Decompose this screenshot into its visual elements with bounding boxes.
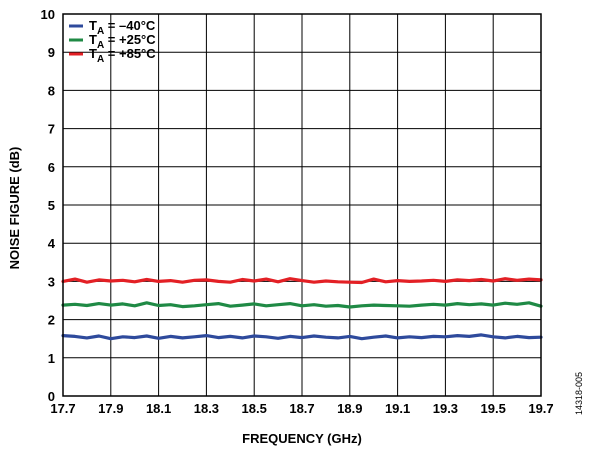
- legend: TA = –40°CTA = +25°CTA = +85°C: [69, 18, 156, 65]
- y-axis-label: NOISE FIGURE (dB): [7, 147, 22, 270]
- x-tick-label: 18.7: [289, 401, 314, 416]
- x-tick-labels: 17.7 17.9 18.1 18.3 18.5 18.7 18.9 19.1 19.3 19.5…: [50, 401, 553, 416]
- x-tick-label: 19.7: [528, 401, 553, 416]
- series-line: [61, 333, 543, 341]
- y-tick-label: 0: [48, 389, 55, 404]
- legend-entry: TA = –40°C: [89, 18, 156, 37]
- series-layer: [61, 277, 543, 341]
- y-tick-label: 7: [48, 122, 55, 137]
- x-tick-label: 17.7: [50, 401, 75, 416]
- y-tick-label: 6: [48, 160, 55, 175]
- y-tick-label: 3: [48, 274, 55, 289]
- y-tick-label: 9: [48, 45, 55, 60]
- legend-entry: TA = +25°C: [89, 32, 156, 51]
- legend-entry: TA = +85°C: [89, 46, 156, 65]
- y-tick-labels: 0 1 2 3 4 5 6 7 8 9 10: [41, 7, 56, 404]
- y-tick-label: 1: [48, 351, 55, 366]
- x-tick-label: 19.5: [481, 401, 506, 416]
- y-tick-label: 2: [48, 313, 55, 328]
- plot-frame: [62, 13, 542, 397]
- x-tick-label: 18.1: [146, 401, 171, 416]
- x-tick-label: 19.3: [433, 401, 458, 416]
- series-line: [61, 277, 543, 285]
- x-tick-label: 17.9: [98, 401, 123, 416]
- x-tick-label: 18.9: [337, 401, 362, 416]
- figure-id: 14318-005: [574, 372, 584, 415]
- x-axis-label: FREQUENCY (GHz): [242, 431, 362, 446]
- y-tick-label: 10: [41, 7, 55, 22]
- x-tick-label: 18.3: [194, 401, 219, 416]
- y-tick-label: 8: [48, 83, 55, 98]
- x-tick-label: 19.1: [385, 401, 410, 416]
- y-tick-label: 5: [48, 198, 55, 213]
- x-tick-label: 18.5: [242, 401, 267, 416]
- y-tick-label: 4: [48, 236, 56, 251]
- series-line: [61, 301, 543, 309]
